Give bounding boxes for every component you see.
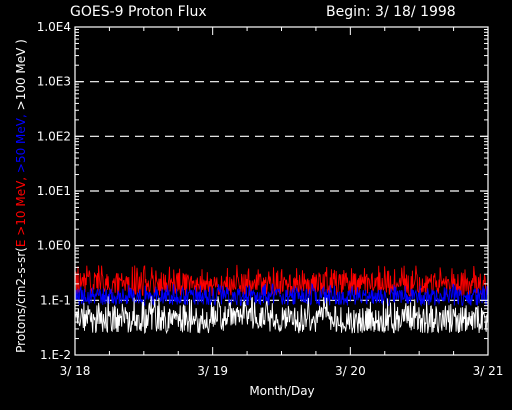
y-axis-label-part: >100 MeV ) <box>14 39 28 114</box>
y-axis-label: Protons/cm2-s-sr(E >10 MeV, >50 MeV, >10… <box>14 39 28 353</box>
y-tick-label: 1.E-2 <box>40 348 71 362</box>
series-line-e-10-mev <box>74 264 489 297</box>
chart-title: GOES-9 Proton Flux <box>70 4 207 20</box>
begin-date-label: Begin: 3/ 18/ 1998 <box>326 4 456 20</box>
x-tick-label: 3/ 19 <box>197 364 228 378</box>
plot-layer: 1.E-2 1.E-1 1.0E0 1.0E1 1.0E2 1.0E3 1.0E4 3/ 18… <box>37 20 504 378</box>
y-tick-label: 1.0E2 <box>37 129 71 143</box>
y-tick-label: 1.0E0 <box>37 239 71 253</box>
x-tick-label: 3/ 20 <box>335 364 366 378</box>
y-tick-label: 1.E-1 <box>40 293 71 307</box>
y-axis-label-part: >50 MeV, <box>14 114 28 177</box>
y-axis-label-part: Protons/cm2-s-sr( <box>14 247 28 353</box>
x-tick-label: 3/ 18 <box>60 364 91 378</box>
y-tick-label: 1.0E3 <box>37 75 71 89</box>
y-tick-label: 1.0E1 <box>37 184 71 198</box>
x-axis-label: Month/Day <box>249 384 314 398</box>
y-axis-label-part: E >10 MeV, <box>14 177 28 247</box>
x-tick-label: 3/ 21 <box>473 364 504 378</box>
series-line-100-mev <box>74 296 489 335</box>
y-tick-label: 1.0E4 <box>37 20 71 34</box>
